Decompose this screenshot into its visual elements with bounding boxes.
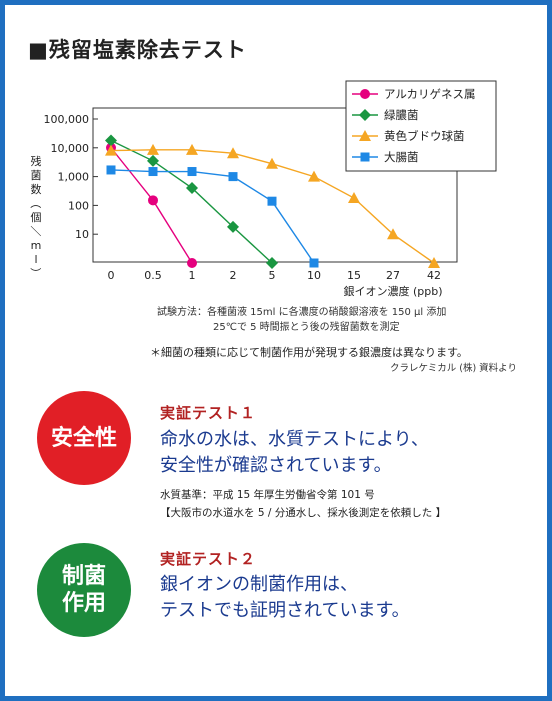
antibacterial-badge-line2: 作用 <box>61 591 106 616</box>
x-axis-label: 銀イオン濃度 (ppb) <box>343 284 442 298</box>
x-tick-label: 0.5 <box>144 269 162 282</box>
page-title: ■残留塩素除去テスト <box>28 38 247 62</box>
data-point <box>147 154 159 167</box>
legend-label: アルカリゲネス属 <box>384 87 476 101</box>
data-point <box>187 258 197 268</box>
legend-box <box>345 80 497 172</box>
legend-marker <box>360 89 370 99</box>
data-point <box>106 165 116 175</box>
x-tick-label: 15 <box>347 269 361 282</box>
x-tick-label: 42 <box>427 269 441 282</box>
test2-label: 実証テスト２ <box>160 550 257 568</box>
y-axis-label-char: l <box>34 253 37 266</box>
data-point <box>267 196 277 206</box>
test-method-line1: 試験方法：各種菌液 15ml に各濃度の硝酸銀溶液を 150 μl 添加 <box>157 307 447 318</box>
legend-marker <box>359 109 371 121</box>
y-tick-label: 1,000 <box>58 171 90 184</box>
data-point <box>105 144 117 156</box>
data-point <box>148 167 158 177</box>
data-point <box>308 170 320 182</box>
data-point <box>428 257 440 268</box>
data-point <box>348 192 360 204</box>
test2-main-line2: テストでも証明されています。 <box>160 600 410 621</box>
y-axis-label-char: ） <box>29 268 42 279</box>
x-tick-label: 5 <box>269 269 276 282</box>
safety-badge: 安全性 <box>37 391 131 485</box>
data-point <box>228 172 238 182</box>
test1-main-line2: 安全性が確認されています。 <box>160 455 392 476</box>
footnote: ＊細菌の種類に応じて制菌作用が発現する銀濃度は異なります。 <box>150 346 468 359</box>
data-point <box>147 143 159 155</box>
legend-label: 黄色ブドウ球菌 <box>384 129 465 143</box>
data-point <box>186 182 198 195</box>
data-point <box>309 258 319 268</box>
y-axis-label-char: 数 <box>31 183 42 196</box>
x-tick-label: 0 <box>108 269 115 282</box>
legend-marker <box>360 152 370 162</box>
test1-sub-line1: 水質基準：平成 15 年厚生労働省令第 101 号 <box>160 489 375 501</box>
y-tick-label: 100,000 <box>44 113 90 126</box>
test-method-line2: 25℃で 5 時間振とう後の残留菌数を測定 <box>213 322 400 333</box>
test1-sub: 水質基準：平成 15 年厚生労働省令第 101 号 【大阪市の水道水を 5 / … <box>160 486 446 522</box>
antibacterial-badge: 制菌 作用 <box>37 543 131 637</box>
legend-label: 緑膿菌 <box>384 108 419 122</box>
x-tick-label: 10 <box>307 269 321 282</box>
test2-main: 銀イオンの制菌作用は、 テストでも証明されています。 <box>160 572 410 624</box>
y-axis-label-char: 残 <box>31 154 42 168</box>
y-axis-label-char: 菌 <box>31 169 42 182</box>
source-credit: クラレケミカル (株) 資料より <box>390 363 517 374</box>
data-point <box>186 143 198 155</box>
data-point <box>148 195 158 206</box>
antibacterial-badge-line1: 制菌 <box>61 564 106 589</box>
legend-marker <box>359 130 371 141</box>
data-point <box>266 157 278 169</box>
x-tick-label: 27 <box>386 269 400 282</box>
data-point <box>387 228 399 240</box>
x-tick-label: 1 <box>189 269 196 282</box>
data-point <box>187 167 197 177</box>
y-tick-label: 10,000 <box>51 142 90 155</box>
test1-sub-line2: 【大阪市の水道水を 5 / 分通水し、採水後測定を依頼した 】 <box>160 507 447 519</box>
series-line-3 <box>110 169 315 264</box>
y-axis-label-char: ／ <box>29 226 42 237</box>
test-method: 試験方法：各種菌液 15ml に各濃度の硝酸銀溶液を 150 μl 添加 25℃… <box>157 305 446 335</box>
y-tick-label: 100 <box>68 199 89 212</box>
data-point <box>105 134 117 147</box>
test1-main-line1: 命水の水は、水質テストにより、 <box>160 429 429 450</box>
safety-badge-label: 安全性 <box>50 425 117 451</box>
y-tick-label: 10 <box>75 228 89 241</box>
y-axis-label-char: 個 <box>31 211 42 224</box>
data-point <box>227 147 239 159</box>
data-point <box>266 257 278 269</box>
y-axis-label-char: （ <box>29 198 42 209</box>
test1-label: 実証テスト１ <box>160 404 257 422</box>
test1-main: 命水の水は、水質テストにより、 安全性が確認されています。 <box>160 427 429 479</box>
legend-label: 大腸菌 <box>384 150 419 164</box>
data-point <box>227 220 239 233</box>
x-tick-label: 2 <box>230 269 237 282</box>
y-axis-label-char: m <box>31 239 42 252</box>
test2-main-line1: 銀イオンの制菌作用は、 <box>160 574 358 595</box>
